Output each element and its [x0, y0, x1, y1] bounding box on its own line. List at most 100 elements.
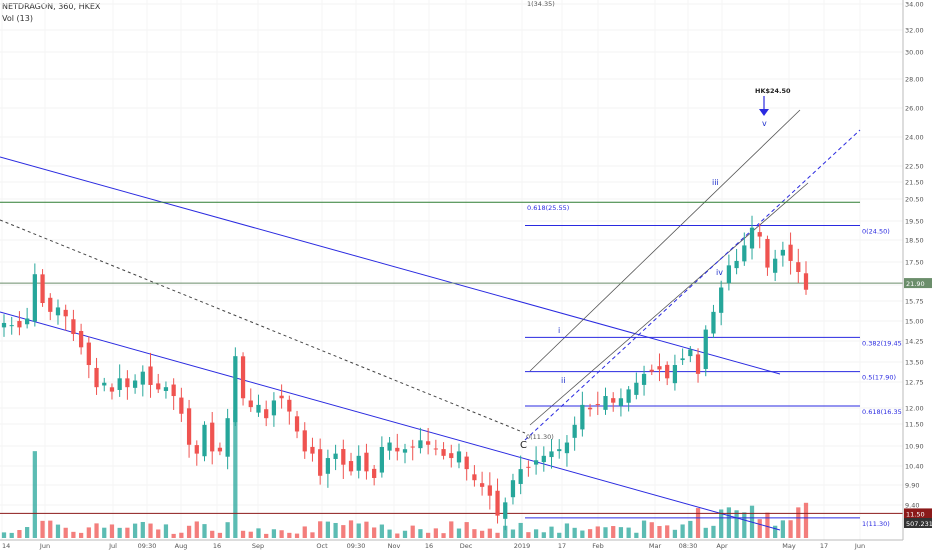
candle-body — [479, 483, 485, 487]
price-tick-label: 32.00 — [905, 27, 924, 35]
candle-body — [487, 485, 492, 496]
volume-bar — [688, 520, 693, 538]
candle-body — [348, 461, 354, 472]
volume-bar — [63, 527, 68, 538]
candle-body — [94, 367, 99, 388]
candle-body — [387, 442, 392, 451]
candle-body — [356, 455, 361, 471]
candle-body — [372, 468, 377, 478]
time-tick-label: Nov — [388, 542, 401, 550]
candle-body — [48, 297, 53, 312]
candle-body — [217, 447, 223, 452]
volume-bar — [410, 525, 415, 538]
candle-body — [472, 474, 477, 481]
volume-bar — [156, 529, 161, 538]
volume-bar — [1, 532, 7, 538]
time-tick-label: 16 — [425, 542, 433, 550]
time-tick-label: Aug — [175, 542, 188, 550]
wave-label-c: C — [520, 440, 527, 451]
price-tick-label: 22.50 — [905, 163, 924, 171]
price-tick-label: 10.40 — [905, 463, 924, 471]
volume-bar — [179, 532, 184, 538]
time-tick-label: Apr — [716, 542, 728, 550]
volume-bar — [611, 526, 616, 538]
volume-bar — [603, 527, 608, 538]
candle-body — [125, 378, 130, 388]
candle-body — [688, 349, 693, 357]
candle-body — [179, 397, 184, 414]
wave-label-iii: iii — [712, 178, 719, 187]
volume-bar — [503, 525, 508, 538]
candle-body — [9, 325, 14, 327]
fib-level-label: 1(11.30) — [862, 520, 890, 528]
candle-body — [163, 387, 169, 391]
volume-bar — [742, 512, 747, 538]
volume-bar — [325, 521, 331, 538]
candle-body — [503, 502, 508, 519]
candle-body — [325, 458, 331, 474]
volume-bar — [796, 507, 801, 538]
fib-level-label: 0.618(25.55) — [527, 204, 569, 212]
volume-bar — [773, 525, 778, 538]
price-tick-label: 11.50 — [905, 421, 924, 429]
candle-body — [441, 449, 446, 456]
volume-bar — [148, 523, 153, 538]
volume-bar — [240, 530, 246, 538]
wave-label-v: v — [762, 119, 767, 128]
volume-bar — [9, 532, 14, 538]
candle-body — [140, 371, 145, 385]
price-badge — [904, 508, 932, 519]
top-fib-label: 1(34.35) — [527, 0, 555, 8]
high-arrow-head — [759, 109, 769, 116]
time-tick-label: Dec — [460, 542, 473, 550]
time-tick-label: Jul — [108, 542, 117, 550]
volume-bar — [318, 521, 323, 538]
candle-body — [271, 400, 277, 416]
candle-body — [86, 342, 91, 366]
candle-body — [40, 274, 45, 304]
downtrend-channel-lower — [0, 311, 781, 531]
candle-body — [240, 356, 246, 399]
volume-bar — [125, 527, 130, 538]
candle-body — [364, 452, 369, 472]
volume-bar — [595, 526, 600, 538]
price-tick-label: 10.90 — [905, 443, 924, 451]
volume-bar — [109, 524, 115, 538]
time-tick-label: Mar — [649, 542, 662, 550]
time-tick-label: Oct — [316, 542, 328, 550]
volume-bar — [487, 528, 492, 538]
drawing-overlays — [0, 96, 903, 531]
candle-body — [742, 245, 747, 262]
time-tick-label: 17 — [558, 542, 566, 550]
candle-body — [572, 424, 577, 438]
volume-bar — [788, 520, 793, 538]
time-tick-label: 14 — [2, 542, 10, 550]
volume-indicator-label[interactable]: Vol (13) — [2, 14, 33, 23]
candle-body — [233, 356, 238, 423]
candle-body — [495, 490, 500, 516]
volume-bar — [533, 529, 539, 538]
volume-bar — [433, 528, 438, 538]
time-tick-label: 09:30 — [347, 542, 366, 550]
chart-labels: 0.618(25.55) 0(24.50) 0.382(19.45) 0.5(17.9… — [520, 0, 904, 528]
volume-bar — [217, 532, 223, 538]
volume-bar — [32, 451, 37, 538]
candle-body — [626, 389, 631, 403]
candle-body — [102, 382, 107, 386]
volume-bar — [665, 525, 670, 538]
volume-bar — [102, 527, 107, 538]
time-tick-label: May — [782, 542, 796, 550]
volume-bar — [40, 520, 45, 538]
high-price-label: HK$24.50 — [755, 87, 791, 95]
price-tick-label: 17.50 — [905, 259, 924, 267]
volume-bar — [641, 520, 647, 538]
volume-bar — [711, 525, 716, 538]
volume-bar — [310, 532, 315, 538]
candle-body — [109, 387, 115, 392]
volume-bar — [225, 522, 230, 538]
candle-body — [611, 398, 616, 403]
volume-bars — [1, 410, 809, 538]
candle-body — [765, 238, 770, 268]
candle-body — [78, 330, 84, 348]
